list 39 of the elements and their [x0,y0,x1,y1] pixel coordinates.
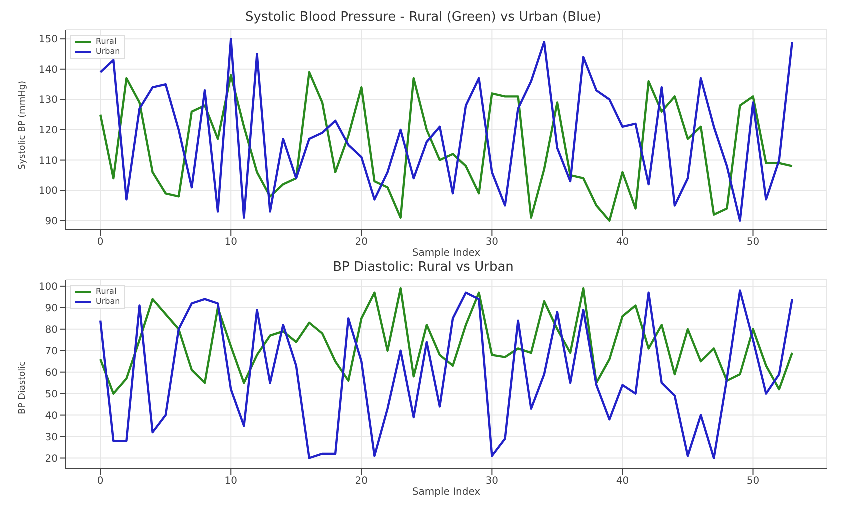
y-tick-label: 120 [38,126,58,137]
x-tick-label: 10 [224,476,238,488]
x-tick-label: 30 [486,476,499,488]
x-tick-label: 30 [486,237,499,248]
y-axis-title: Systolic BP (mmHg) [18,80,28,170]
x-axis-title: Sample Index [412,248,481,259]
y-tick-label: 40 [45,410,58,422]
y-tick-label: 100 [38,282,58,293]
y-tick-label: 80 [45,324,58,336]
legend-label: Urban [96,47,120,57]
legend-label: Rural [96,287,117,297]
y-tick-label: 60 [45,368,58,379]
y-tick-label: 130 [38,95,58,106]
y-tick-label: 90 [45,216,58,228]
x-axis-title: Sample Index [412,487,481,498]
y-axis-title: BP Diastolic [18,361,28,414]
x-tick-label: 20 [355,237,368,248]
legend-label: Rural [96,37,117,47]
x-tick-label: 0 [97,476,104,488]
y-tick-label: 70 [45,346,58,358]
line-series [99,71,794,222]
y-tick-label: 110 [38,156,58,167]
x-tick-label: 40 [616,476,630,488]
chart-title: BP Diastolic: Rural vs Urban [332,260,515,275]
legend-label: Urban [96,297,120,307]
y-tick-label: 90 [45,303,58,314]
y-tick-label: 30 [45,432,58,444]
x-tick-label: 50 [746,476,760,488]
y-tick-label: 100 [38,186,58,198]
y-tick-label: 140 [38,64,58,76]
x-tick-label: 10 [224,237,238,248]
y-tick-label: 20 [45,454,58,465]
x-tick-label: 0 [97,237,104,248]
y-tick-label: 150 [38,34,58,46]
x-tick-label: 50 [746,237,760,248]
x-tick-label: 40 [616,237,630,248]
x-tick-label: 20 [355,476,368,488]
chart-title: Systolic Blood Pressure - Rural (Green) vs Urban (Blue) [244,10,602,25]
y-tick-label: 50 [45,389,58,400]
